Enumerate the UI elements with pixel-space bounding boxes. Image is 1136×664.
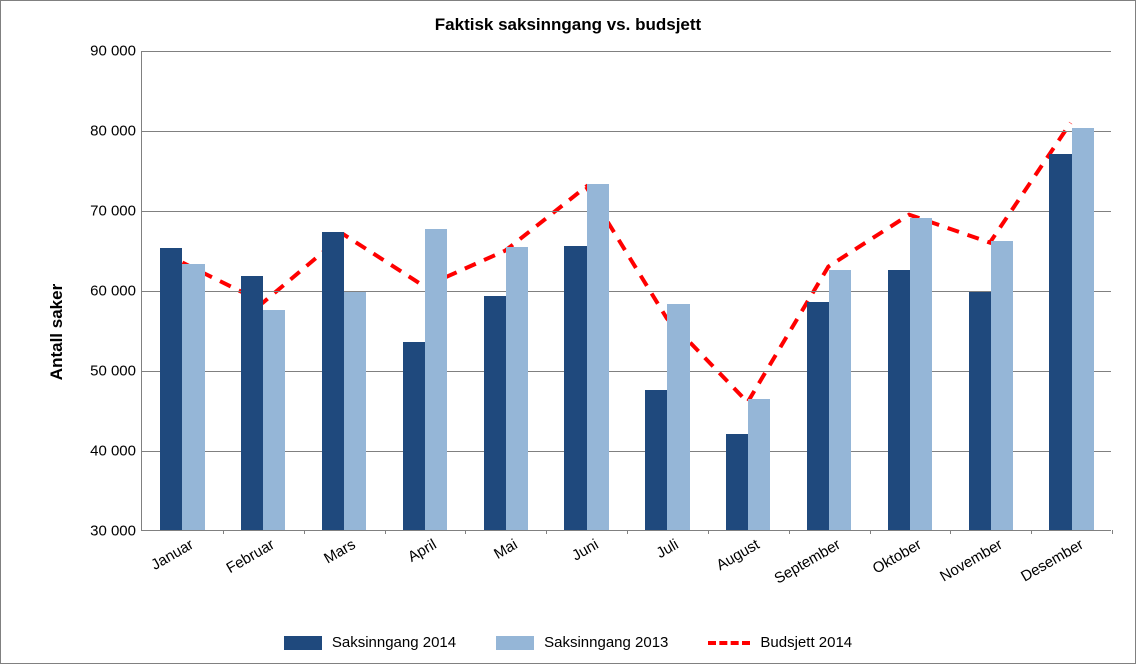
bar-saksinngang-2014: [807, 302, 829, 530]
bar-saksinngang-2014: [484, 296, 506, 530]
bar-saksinngang-2014: [726, 434, 748, 530]
bar-saksinngang-2014: [969, 292, 991, 530]
bar-saksinngang-2014: [403, 342, 425, 530]
x-tick: [1031, 530, 1032, 534]
y-tick-label: 70 000: [90, 203, 136, 220]
y-tick-label: 90 000: [90, 43, 136, 60]
bar-saksinngang-2014: [241, 276, 263, 530]
gridline: [142, 451, 1111, 452]
x-tick: [708, 530, 709, 534]
x-axis-label: November: [937, 536, 1005, 585]
x-axis-label: Januar: [149, 536, 197, 574]
x-tick: [950, 530, 951, 534]
x-axis-label: August: [714, 536, 763, 574]
line-budsjett-2014: [182, 123, 1070, 402]
bar-saksinngang-2013: [1072, 128, 1094, 530]
x-tick: [223, 530, 224, 534]
y-tick-label: 50 000: [90, 363, 136, 380]
y-tick-label: 30 000: [90, 523, 136, 540]
x-tick: [304, 530, 305, 534]
chart-container: Faktisk saksinngang vs. budsjett Antall …: [0, 0, 1136, 664]
bar-saksinngang-2013: [182, 264, 204, 530]
y-tick-label: 80 000: [90, 123, 136, 140]
bar-saksinngang-2013: [829, 270, 851, 530]
x-axis-label: Februar: [224, 536, 278, 577]
bar-saksinngang-2014: [160, 248, 182, 530]
bar-saksinngang-2014: [645, 390, 667, 530]
chart-title: Faktisk saksinngang vs. budsjett: [1, 15, 1135, 35]
x-axis-label: Juli: [654, 536, 682, 562]
bar-saksinngang-2013: [506, 247, 528, 530]
bar-saksinngang-2013: [991, 241, 1013, 530]
gridline: [142, 131, 1111, 132]
legend-label: Budsjett 2014: [760, 634, 852, 651]
x-tick: [870, 530, 871, 534]
legend-item: Saksinngang 2014: [284, 634, 456, 651]
legend-item: Saksinngang 2013: [496, 634, 668, 651]
x-tick: [627, 530, 628, 534]
x-axis-label: April: [405, 536, 439, 566]
x-axis-label: Desember: [1018, 536, 1086, 585]
plot-area: 30 00040 00050 00060 00070 00080 00090 0…: [141, 51, 1111, 531]
legend-label: Saksinngang 2013: [544, 634, 668, 651]
bar-saksinngang-2013: [587, 184, 609, 530]
x-axis-label: Mars: [321, 536, 358, 567]
x-axis-label: September: [772, 536, 844, 587]
bar-saksinngang-2013: [425, 229, 447, 530]
bar-saksinngang-2013: [344, 292, 366, 530]
x-tick: [546, 530, 547, 534]
legend-swatch: [284, 636, 322, 650]
bar-saksinngang-2013: [910, 218, 932, 530]
gridline: [142, 51, 1111, 52]
y-tick-label: 40 000: [90, 443, 136, 460]
legend-item: Budsjett 2014: [708, 634, 852, 651]
legend-label: Saksinngang 2014: [332, 634, 456, 651]
bar-saksinngang-2013: [748, 399, 770, 530]
x-axis-label: Mai: [491, 536, 520, 563]
bar-saksinngang-2014: [564, 246, 586, 530]
legend-line-swatch: [708, 641, 750, 645]
legend-swatch: [496, 636, 534, 650]
x-tick: [465, 530, 466, 534]
x-axis-label: Oktober: [870, 536, 925, 577]
gridline: [142, 211, 1111, 212]
bar-saksinngang-2014: [1049, 154, 1071, 530]
y-axis-label: Antall saker: [47, 284, 67, 380]
legend: Saksinngang 2014 Saksinngang 2013 Budsjett…: [1, 634, 1135, 651]
x-tick: [1112, 530, 1113, 534]
bar-saksinngang-2013: [667, 304, 689, 530]
gridline: [142, 371, 1111, 372]
x-tick: [385, 530, 386, 534]
bar-saksinngang-2013: [263, 310, 285, 530]
x-tick: [789, 530, 790, 534]
bar-saksinngang-2014: [888, 270, 910, 530]
x-axis-label: Juni: [569, 536, 601, 564]
gridline: [142, 291, 1111, 292]
bar-saksinngang-2014: [322, 232, 344, 530]
y-tick-label: 60 000: [90, 283, 136, 300]
